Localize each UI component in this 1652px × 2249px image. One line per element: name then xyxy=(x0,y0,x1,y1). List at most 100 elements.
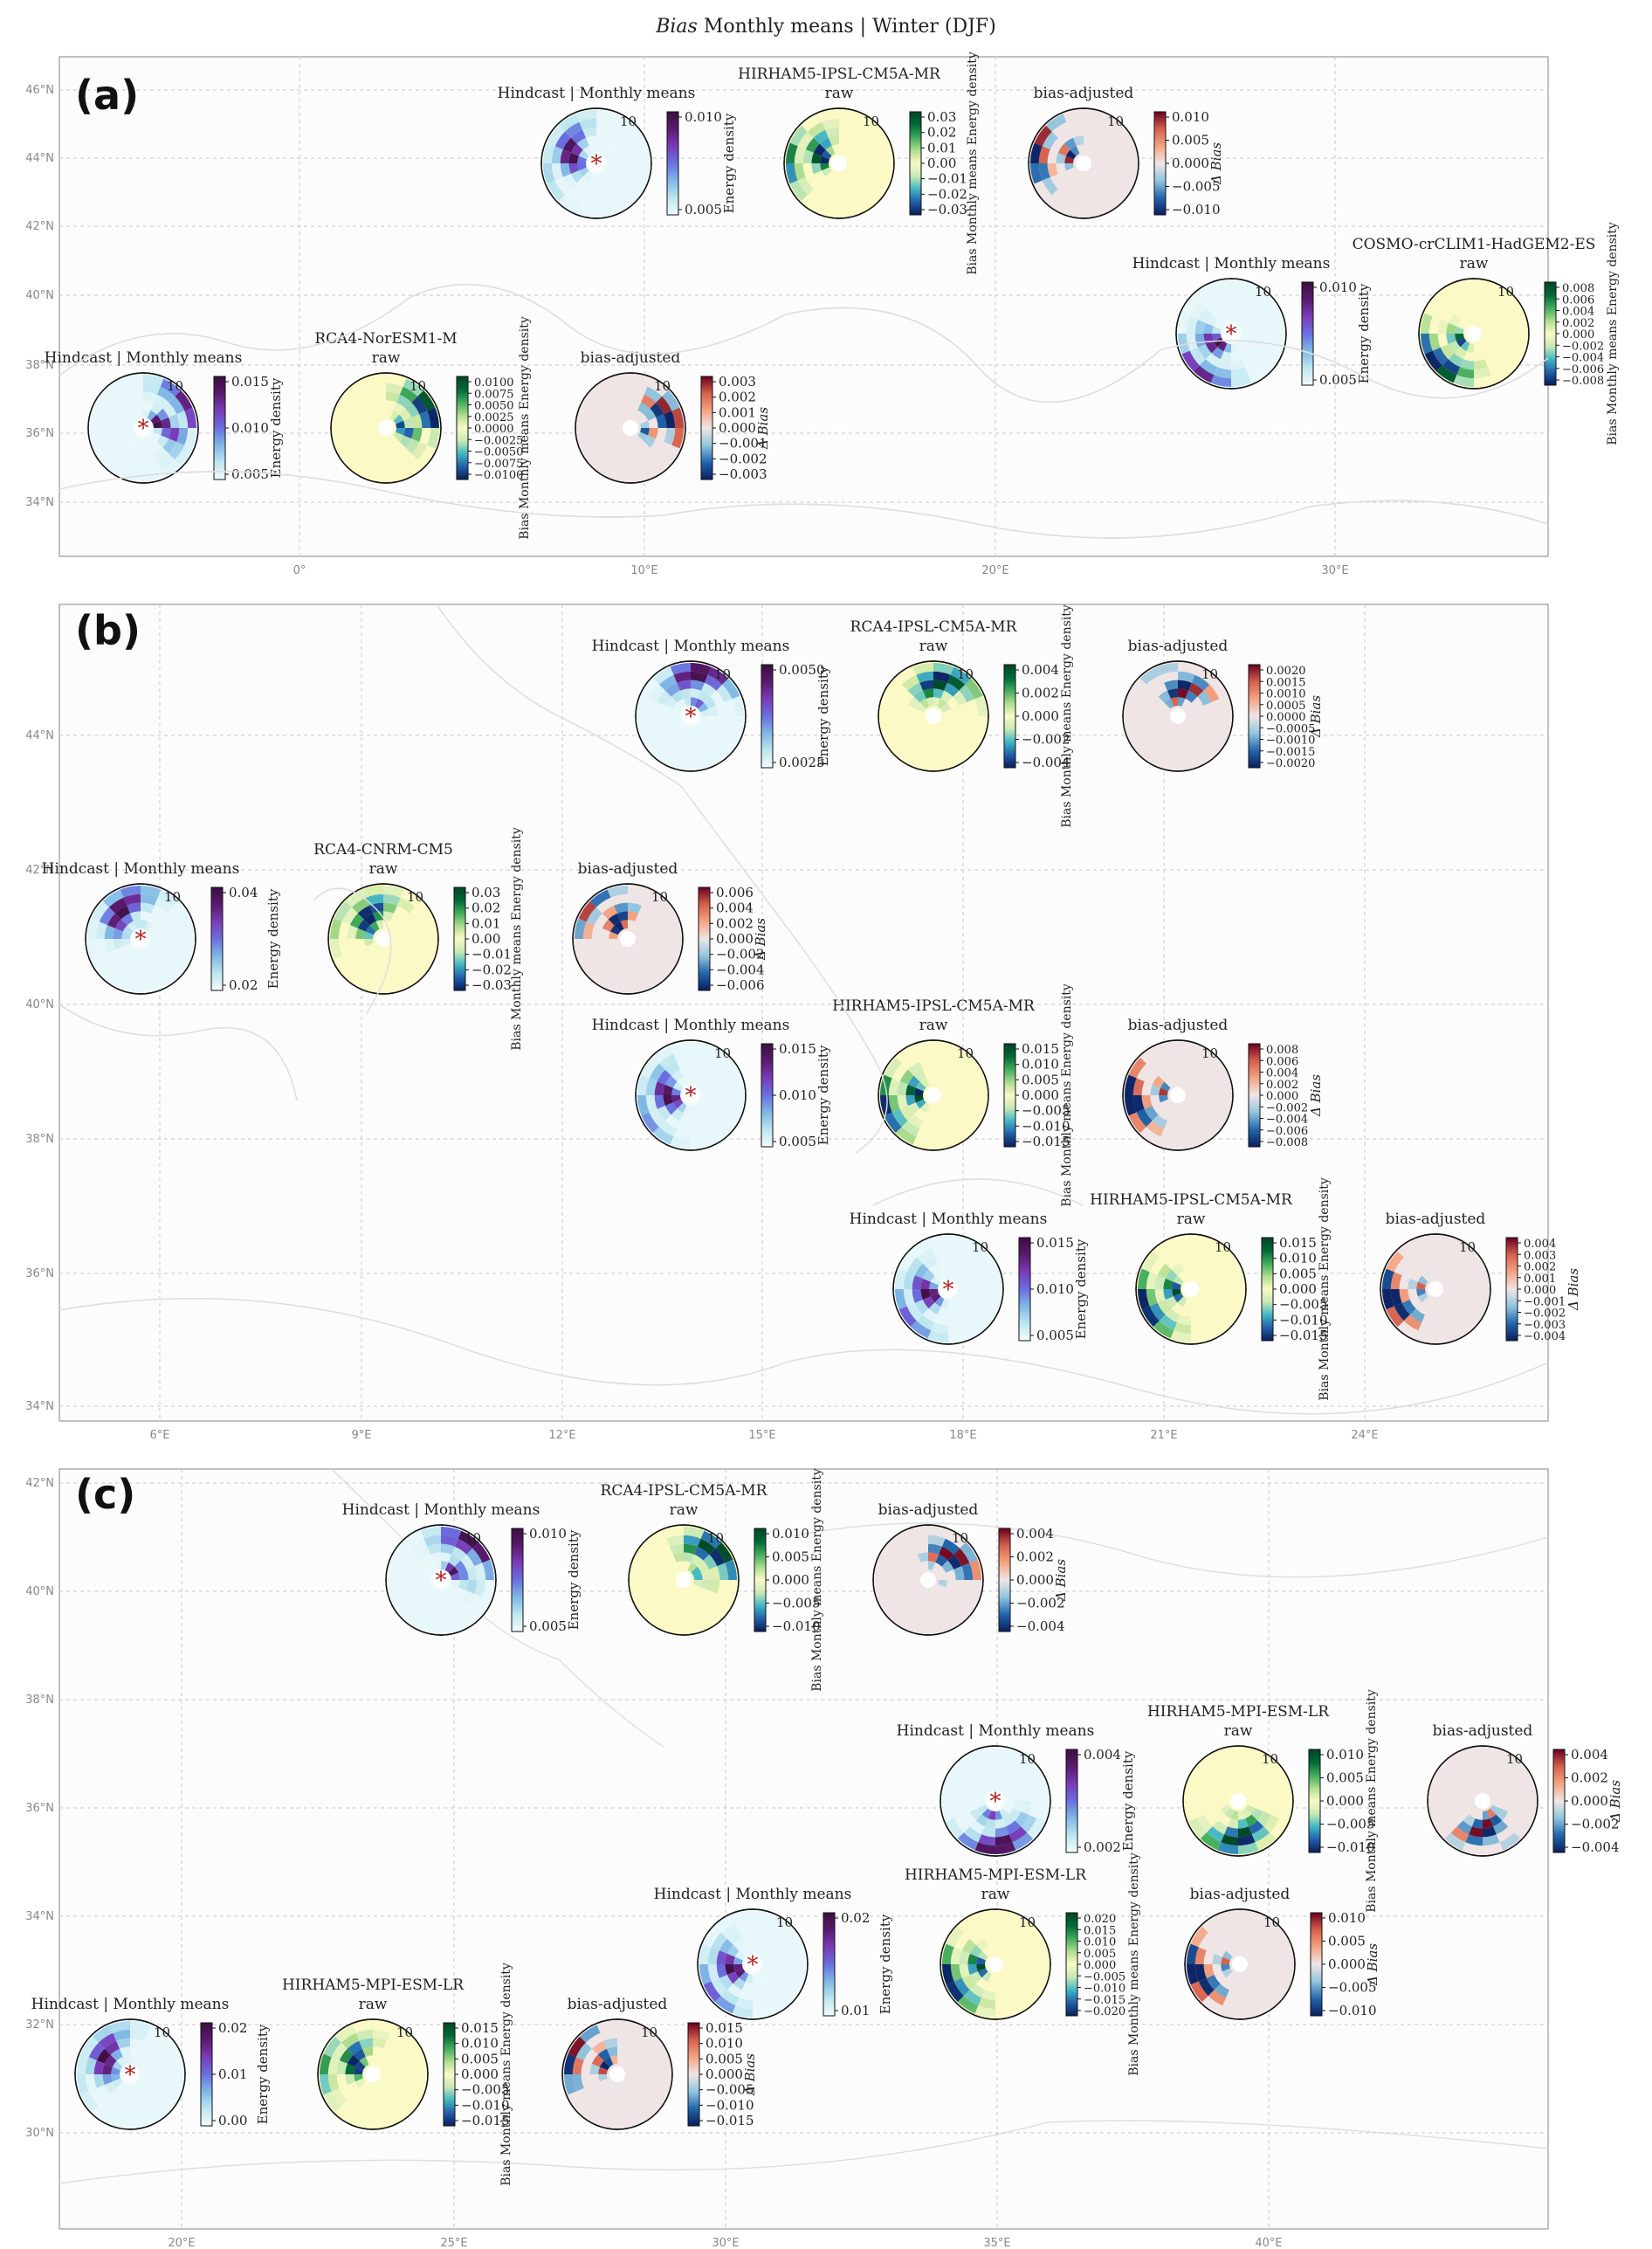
rose-wedge xyxy=(105,378,127,397)
figure-title-rest: Monthly means | Winter (DJF) xyxy=(697,16,996,38)
rose-wedge xyxy=(129,435,140,446)
colorbar xyxy=(200,2022,213,2127)
rose-wedge xyxy=(161,428,171,439)
rose-wedge xyxy=(111,386,130,403)
rose-wedge xyxy=(1194,1947,1207,1964)
rose-wedge xyxy=(784,1981,802,2003)
rose-wedge xyxy=(150,441,163,454)
rose-wedge xyxy=(98,410,110,428)
rose-wedge xyxy=(603,2038,617,2049)
rose-wedge xyxy=(720,1922,740,1939)
rose-wedge xyxy=(645,716,657,734)
rose-wedge xyxy=(691,1067,702,1078)
rose-wedge xyxy=(175,390,193,411)
rose-wedge xyxy=(166,925,177,939)
colorbar-tick-label: 0.010 xyxy=(461,2036,499,2052)
rose-wedge xyxy=(732,1074,744,1095)
rose-wedge xyxy=(114,946,127,959)
rose-wedge xyxy=(671,1069,684,1082)
rose-wedge xyxy=(948,1307,960,1317)
rose-hole xyxy=(365,2066,381,2082)
model-title: RCA4-NorESM1-M xyxy=(314,330,457,348)
rose-wedge xyxy=(116,2100,130,2111)
colorbar-tick-label: −0.001 xyxy=(1524,1295,1566,1308)
rose-wedge xyxy=(967,1300,982,1315)
location-star-icon: * xyxy=(943,1277,954,1303)
rose-wedge xyxy=(560,149,571,163)
rose-wedge xyxy=(794,1964,806,1985)
colorbar-tick-label: 0.003 xyxy=(1524,1249,1556,1262)
colorbar-tick-label: 0.015 xyxy=(231,374,269,390)
rose-wedge xyxy=(677,1121,691,1132)
rose-wedge xyxy=(963,1990,982,2006)
colorbar-tick-label: 0.002 xyxy=(1084,1839,1121,1855)
rose-wedge xyxy=(607,129,623,144)
rose-wedge xyxy=(1199,292,1218,308)
rose-wedge xyxy=(961,1811,976,1827)
rose-wedge xyxy=(575,918,587,939)
rose-wedge xyxy=(96,2048,111,2064)
rose-wedge xyxy=(347,925,358,939)
rose-wedge xyxy=(976,1801,986,1809)
rose-wedge xyxy=(85,2074,97,2092)
rose-wedge xyxy=(576,137,589,150)
rose-wedge xyxy=(122,2084,130,2094)
colorbar-tick-label: 0.005 xyxy=(706,2051,743,2066)
rose-outline xyxy=(635,660,747,772)
rose-wedge xyxy=(362,886,383,898)
rose-outline xyxy=(635,1039,747,1151)
rose-wedge xyxy=(609,170,623,183)
rose-wedge xyxy=(366,893,383,906)
rose-wedge xyxy=(403,1530,424,1549)
raw-rose: 10 0.0080.0060.0040.0020.000−0.002−0.004−… xyxy=(1418,222,1620,445)
rose-wedge xyxy=(663,716,673,728)
location-star-icon: * xyxy=(1226,321,1237,348)
rose-wedge xyxy=(102,889,124,907)
rose-wedge xyxy=(562,137,577,153)
rose-wedge xyxy=(109,402,124,417)
rose-wedge xyxy=(609,931,618,939)
rose-wedge xyxy=(802,149,814,163)
rose-wedge xyxy=(722,1112,740,1134)
rose-wedge xyxy=(606,163,616,171)
rose-wedge xyxy=(568,152,579,163)
rose-wedge xyxy=(162,402,177,417)
rose-wedge xyxy=(330,918,342,939)
rose-wedge xyxy=(120,952,134,965)
rose-wedge xyxy=(753,1928,767,1939)
rose-wedge xyxy=(963,1826,982,1843)
rose-wedge xyxy=(1173,1293,1184,1303)
rose-wedge xyxy=(466,1548,483,1567)
rose-wedge xyxy=(995,1818,1007,1829)
rose-wedge xyxy=(399,386,418,403)
rose-wedge xyxy=(704,723,717,736)
colorbar-tick-label: 0.001 xyxy=(1524,1273,1556,1286)
rose-wedge xyxy=(953,1769,970,1788)
rose-wedge xyxy=(1223,343,1231,353)
rose-wedge xyxy=(1005,1793,1015,1801)
rose-wedge xyxy=(383,886,404,898)
rose-wedge xyxy=(691,1121,705,1132)
colorbar-tick-label: 0.00 xyxy=(472,931,500,947)
rose-wedge xyxy=(466,1593,483,1612)
rose-wedge xyxy=(717,1563,729,1580)
rose-wedge xyxy=(671,690,684,703)
rose-wedge xyxy=(551,146,563,163)
rose-wedge xyxy=(914,1263,929,1279)
rose-wedge xyxy=(1222,1968,1233,1978)
rose-wedge xyxy=(150,414,162,424)
rose-wedge xyxy=(671,729,684,742)
rose-wedge xyxy=(1203,322,1214,334)
rose-wedge xyxy=(995,1842,1016,1854)
rose-wedge xyxy=(1042,176,1058,196)
rose-wedge xyxy=(811,163,822,175)
rose-outline xyxy=(1184,1908,1296,2020)
rose-wedge xyxy=(919,1077,930,1088)
rose-wedge xyxy=(1241,334,1250,341)
rose-wedge xyxy=(948,1322,966,1335)
coastline xyxy=(59,284,1549,404)
rose-wedge xyxy=(819,137,832,150)
rose-wedge xyxy=(641,733,659,755)
rose-wedge xyxy=(575,2042,592,2061)
rose-wedge xyxy=(141,2040,156,2055)
